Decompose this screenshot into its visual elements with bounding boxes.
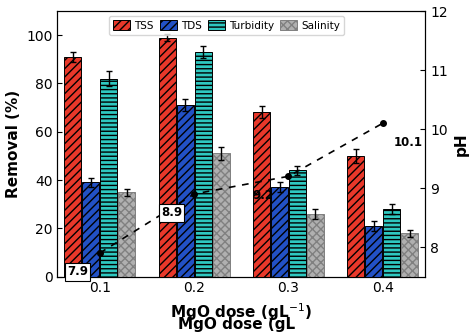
Bar [365, 226, 383, 277]
Bar [212, 153, 229, 277]
Bar [82, 183, 100, 277]
Bar [100, 79, 117, 277]
Bar [195, 52, 211, 277]
Bar [118, 192, 135, 277]
Legend: TSS, TDS, Turbidity, Salinity: TSS, TDS, Turbidity, Salinity [109, 16, 344, 35]
X-axis label: MgO dose (gL$^{-1}$): MgO dose (gL$^{-1}$) [170, 301, 312, 323]
Bar [271, 187, 288, 277]
Text: 10.1: 10.1 [394, 136, 423, 149]
Text: 7.9: 7.9 [67, 265, 88, 278]
Bar [253, 113, 270, 277]
Bar [177, 105, 194, 277]
Text: 9.2: 9.2 [253, 189, 273, 202]
Y-axis label: pH: pH [454, 132, 468, 156]
Bar [347, 156, 365, 277]
Bar [307, 214, 324, 277]
Bar [289, 171, 306, 277]
Y-axis label: Removal (%): Removal (%) [6, 90, 20, 198]
Text: MgO dose (gL: MgO dose (gL [178, 317, 296, 332]
Bar [159, 38, 176, 277]
Bar [401, 233, 418, 277]
Bar [383, 209, 401, 277]
Bar [64, 57, 82, 277]
Text: 8.9: 8.9 [161, 206, 182, 219]
